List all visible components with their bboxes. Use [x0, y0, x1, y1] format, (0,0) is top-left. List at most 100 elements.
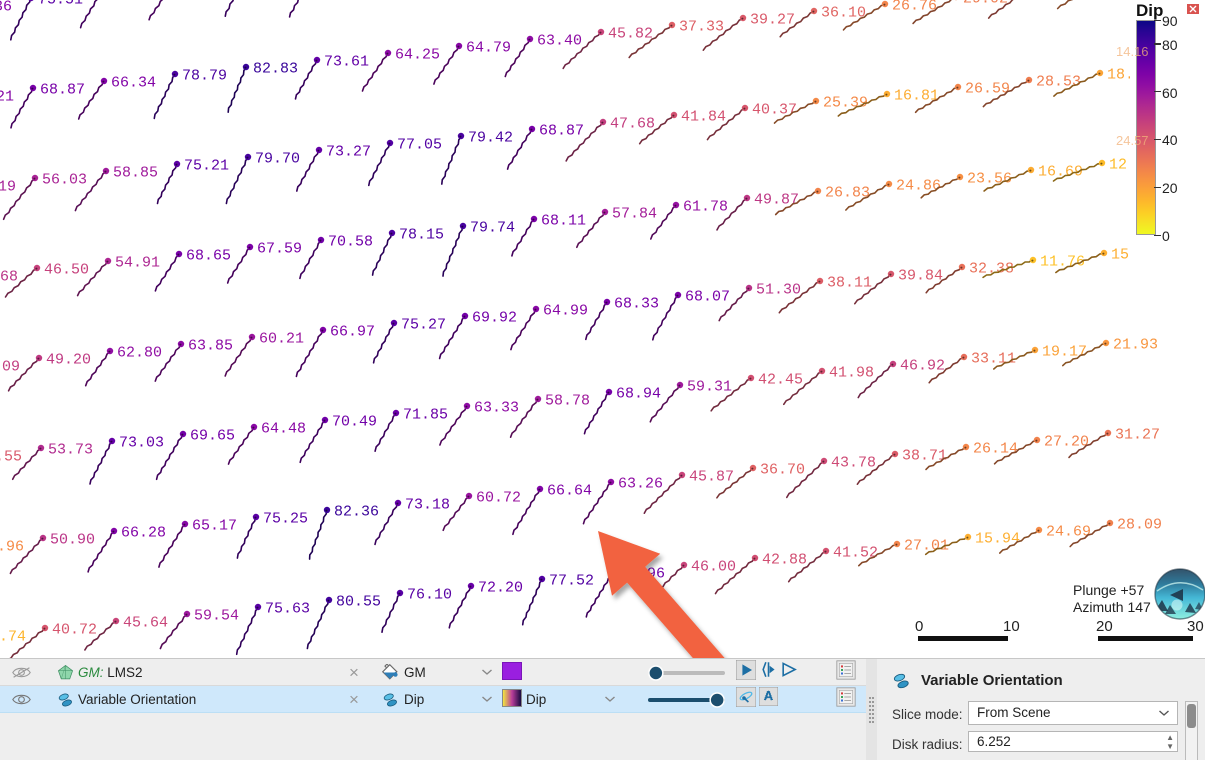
svg-text:71.85: 71.85	[403, 407, 448, 424]
svg-text:66.28: 66.28	[121, 525, 166, 542]
svg-text:72.20: 72.20	[478, 580, 523, 597]
svg-text:78.15: 78.15	[399, 227, 444, 244]
svg-text:11.76: 11.76	[1040, 254, 1085, 271]
svg-text:36.70: 36.70	[760, 462, 805, 479]
svg-text:39.84: 39.84	[898, 268, 943, 285]
svg-text:75.51: 75.51	[38, 0, 83, 9]
svg-text:73.27: 73.27	[326, 144, 371, 161]
svg-text:57.84: 57.84	[612, 206, 657, 223]
svg-text:28.09: 28.09	[1117, 517, 1162, 534]
svg-text:67.59: 67.59	[257, 241, 302, 258]
svg-text:58.85: 58.85	[113, 165, 158, 182]
svg-text:42.88: 42.88	[762, 552, 807, 569]
svg-text:76.10: 76.10	[407, 587, 452, 604]
svg-text:46.92: 46.92	[900, 358, 945, 375]
svg-text:79.74: 79.74	[470, 220, 515, 237]
svg-text:42.45: 42.45	[758, 372, 803, 389]
svg-text:45.82: 45.82	[608, 26, 653, 43]
svg-text:25.39: 25.39	[823, 95, 868, 112]
svg-text:73.03: 73.03	[119, 435, 164, 452]
svg-text:69.65: 69.65	[190, 428, 235, 445]
svg-text:70.58: 70.58	[328, 234, 373, 251]
svg-text:59.54: 59.54	[194, 608, 239, 625]
svg-text:39.27: 39.27	[750, 12, 795, 29]
svg-text:63.26: 63.26	[618, 476, 663, 493]
svg-text:68.65: 68.65	[186, 248, 231, 265]
svg-text:70.49: 70.49	[332, 414, 377, 431]
svg-text:49.87: 49.87	[754, 192, 799, 209]
svg-text:68.87: 68.87	[40, 82, 85, 99]
svg-text:64.99: 64.99	[543, 303, 588, 320]
svg-text:75.63: 75.63	[265, 601, 310, 618]
svg-text:70.96: 70.96	[620, 566, 665, 583]
svg-text:54.91: 54.91	[115, 255, 160, 272]
svg-text:82.83: 82.83	[253, 61, 298, 78]
svg-text:65.17: 65.17	[192, 518, 237, 535]
svg-text:75.25: 75.25	[263, 511, 308, 528]
svg-text:45.64: 45.64	[123, 615, 168, 632]
svg-text:64.48: 64.48	[261, 421, 306, 438]
svg-text:75.21: 75.21	[184, 158, 229, 175]
svg-text:68.87: 68.87	[539, 123, 584, 140]
svg-text:31.27: 31.27	[1115, 427, 1160, 444]
svg-text:73.61: 73.61	[324, 54, 369, 71]
svg-text:47.68: 47.68	[610, 116, 655, 133]
svg-text:63.85: 63.85	[188, 338, 233, 355]
svg-text:60.72: 60.72	[476, 490, 521, 507]
svg-text:68.07: 68.07	[685, 289, 730, 306]
svg-text:69.05: 69.05	[109, 0, 154, 2]
svg-text:38.11: 38.11	[827, 275, 872, 292]
svg-text:65.36: 65.36	[0, 0, 12, 16]
svg-text:45.87: 45.87	[689, 469, 734, 486]
svg-text:82.36: 82.36	[334, 504, 379, 521]
svg-text:27.01: 27.01	[904, 538, 949, 555]
svg-text:46.50: 46.50	[44, 262, 89, 279]
svg-text:28.53: 28.53	[1036, 74, 1081, 91]
svg-text:59.31: 59.31	[687, 379, 732, 396]
svg-text:65.21: 65.21	[0, 89, 14, 106]
svg-text:64.79: 64.79	[466, 40, 511, 57]
svg-text:40.72: 40.72	[52, 622, 97, 639]
svg-text:46.00: 46.00	[691, 559, 736, 576]
svg-text:50.90: 50.90	[50, 532, 95, 549]
svg-text:41.98: 41.98	[829, 365, 874, 382]
svg-text:66.97: 66.97	[330, 324, 375, 341]
svg-text:62.80: 62.80	[117, 345, 162, 362]
svg-text:50.68: 50.68	[0, 269, 18, 286]
svg-text:68.33: 68.33	[614, 296, 659, 313]
svg-text:77.52: 77.52	[549, 573, 594, 590]
svg-text:23.56: 23.56	[967, 171, 1012, 188]
svg-text:73.18: 73.18	[405, 497, 450, 514]
svg-text:53.73: 53.73	[48, 442, 93, 459]
svg-text:68.11: 68.11	[541, 213, 586, 230]
svg-text:60.21: 60.21	[259, 331, 304, 348]
svg-text:24.96: 24.96	[0, 539, 24, 556]
svg-text:27.20: 27.20	[1044, 434, 1089, 451]
svg-text:80.55: 80.55	[336, 594, 381, 611]
svg-text:66.64: 66.64	[547, 483, 592, 500]
svg-text:57.19: 57.19	[0, 179, 16, 196]
svg-text:40.37: 40.37	[752, 102, 797, 119]
svg-text:A: A	[764, 688, 774, 703]
svg-text:79.70: 79.70	[255, 151, 300, 168]
svg-text:49.20: 49.20	[46, 352, 91, 369]
svg-text:64.25: 64.25	[395, 47, 440, 64]
svg-text:14.74: 14.74	[0, 629, 26, 646]
svg-text:61.78: 61.78	[683, 199, 728, 216]
svg-text:41.52: 41.52	[833, 545, 878, 562]
svg-text:56.03: 56.03	[42, 172, 87, 189]
svg-text:21.93: 21.93	[1113, 337, 1158, 354]
svg-text:69.92: 69.92	[472, 310, 517, 327]
svg-text:26.14: 26.14	[973, 441, 1018, 458]
svg-text:75.27: 75.27	[401, 317, 446, 334]
svg-text:63.40: 63.40	[537, 33, 582, 50]
svg-text:48.09: 48.09	[0, 359, 20, 376]
svg-text:58.78: 58.78	[545, 393, 590, 410]
svg-text:41.84: 41.84	[681, 109, 726, 126]
svg-text:43.78: 43.78	[831, 455, 876, 472]
svg-text:39.55: 39.55	[0, 449, 22, 466]
svg-text:68.94: 68.94	[616, 386, 661, 403]
svg-text:63.33: 63.33	[474, 400, 519, 417]
svg-text:33.11: 33.11	[971, 351, 1016, 368]
svg-text:19.17: 19.17	[1042, 344, 1087, 361]
